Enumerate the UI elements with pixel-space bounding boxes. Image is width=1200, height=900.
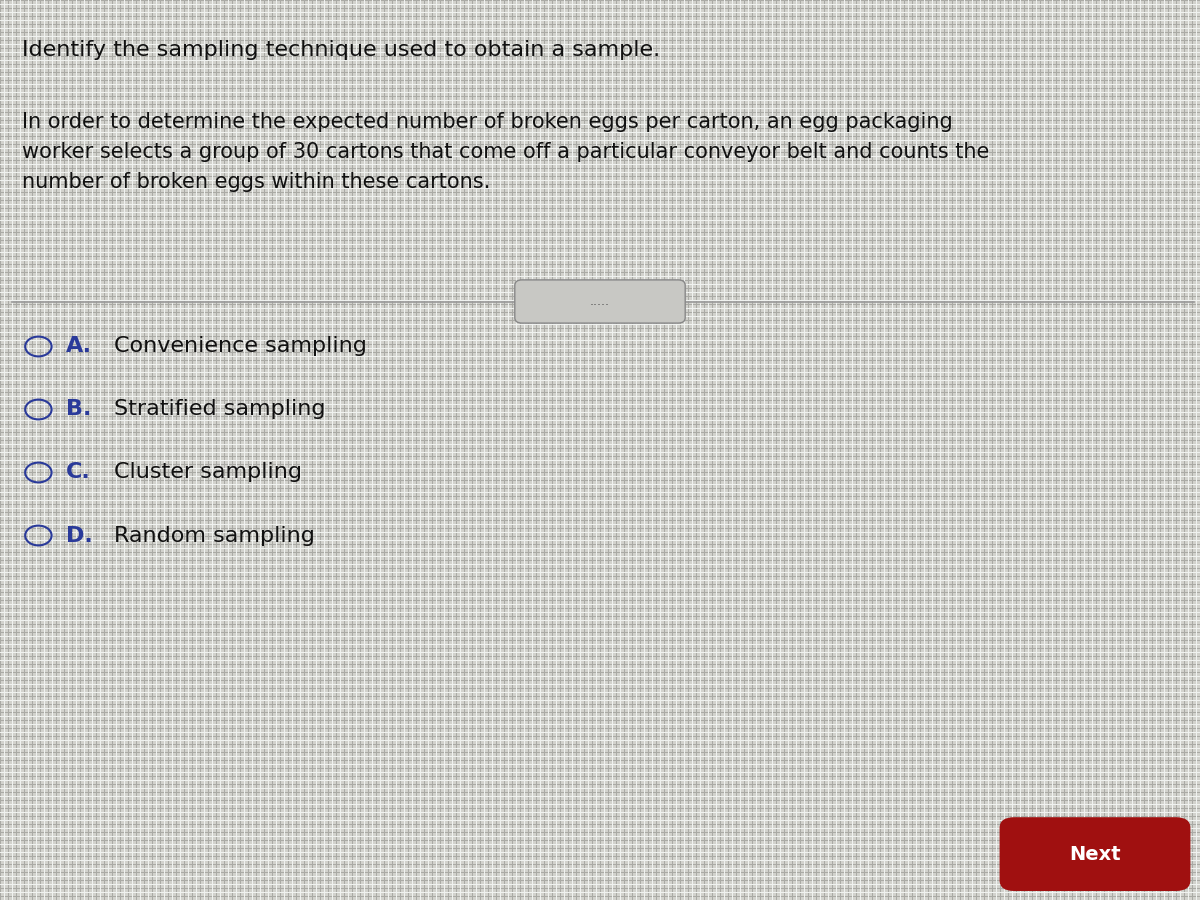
Text: .....: ..... [590,295,610,308]
FancyBboxPatch shape [1000,817,1190,891]
Text: Next: Next [1069,844,1121,864]
Text: Stratified sampling: Stratified sampling [114,400,325,419]
Text: Random sampling: Random sampling [114,526,314,545]
FancyBboxPatch shape [515,280,685,323]
Text: C.: C. [66,463,91,482]
Text: In order to determine the expected number of broken eggs per carton, an egg pack: In order to determine the expected numbe… [22,112,989,192]
Text: D.: D. [66,526,92,545]
Text: Convenience sampling: Convenience sampling [114,337,367,356]
Text: Identify the sampling technique used to obtain a sample.: Identify the sampling technique used to … [22,40,660,60]
Text: A.: A. [66,337,92,356]
Text: B.: B. [66,400,91,419]
Text: Cluster sampling: Cluster sampling [114,463,302,482]
